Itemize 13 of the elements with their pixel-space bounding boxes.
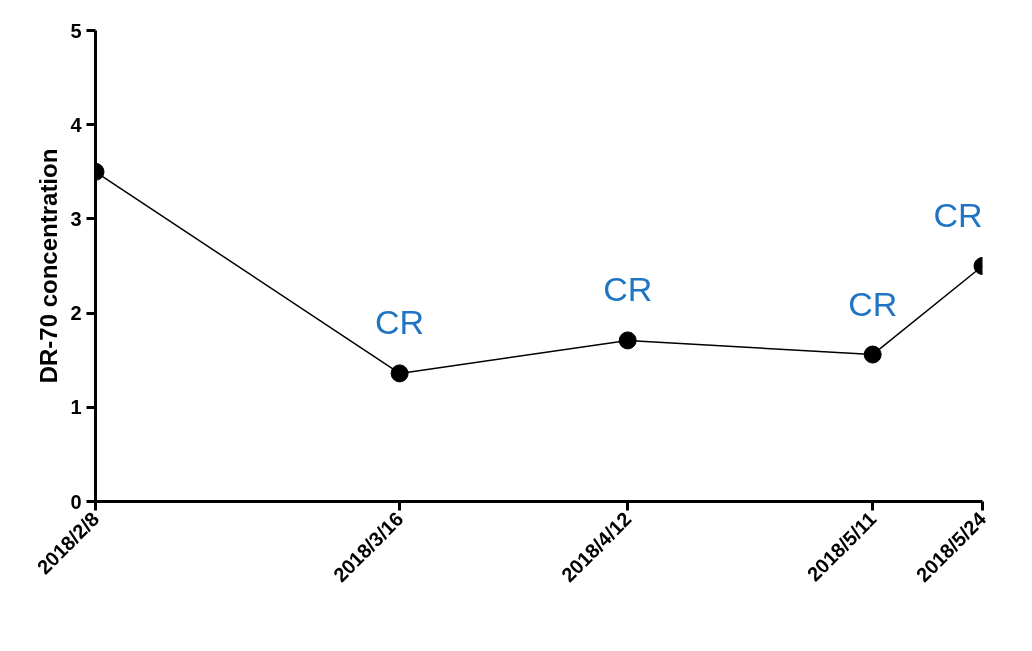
y-tick-label: 0 [70, 490, 82, 513]
point [390, 364, 409, 383]
annotation: CR [603, 270, 653, 309]
y-tick-label: 4 [70, 113, 83, 136]
y-tick-label: 3 [70, 207, 82, 230]
y-tick-label: 2 [70, 302, 82, 325]
y-axis-title: DR-70 concentration [35, 148, 63, 384]
point [618, 331, 637, 350]
annotation: CR [848, 284, 898, 323]
y-tick-label: 5 [70, 19, 82, 42]
y-tick-label: 1 [70, 396, 82, 419]
annotation: CR [375, 303, 425, 342]
annotation: CR [933, 196, 983, 234]
